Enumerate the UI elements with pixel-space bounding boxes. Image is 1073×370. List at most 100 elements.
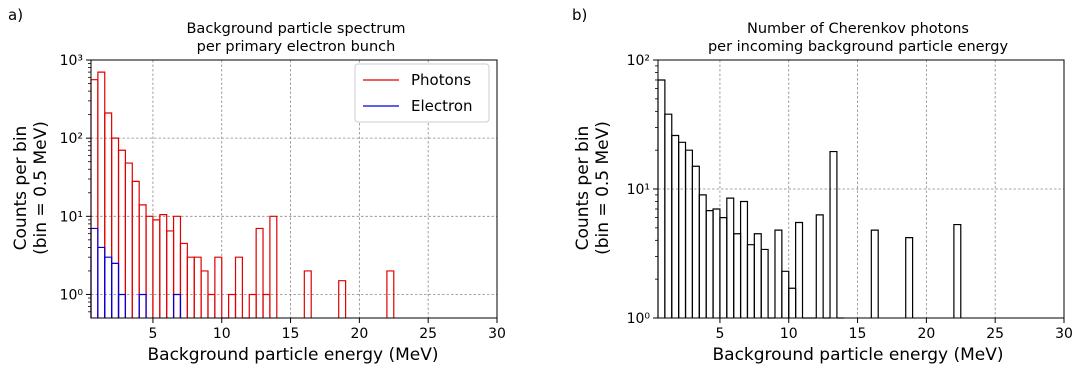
histogram-series xyxy=(90,71,395,319)
legend-label-electron: Electron xyxy=(411,97,473,115)
x-tick-label: 25 xyxy=(419,326,437,342)
histogram-bin xyxy=(338,280,347,318)
plot-frame xyxy=(90,59,498,319)
y-axis-label-line-1: Counts per bin xyxy=(573,126,593,251)
histogram-bin xyxy=(698,194,707,318)
chart-title-line-2: per primary electron bunch xyxy=(197,39,396,55)
histogram-bin xyxy=(97,246,106,318)
histogram-bin xyxy=(111,137,120,318)
histogram-bin xyxy=(214,256,223,318)
histogram-bin xyxy=(172,293,182,318)
y-axis-label-line-1: Counts per bin xyxy=(11,126,31,251)
x-tick-label: 5 xyxy=(715,326,724,342)
histogram-bin xyxy=(733,233,742,318)
histogram-bin xyxy=(104,256,113,318)
histogram-bin xyxy=(255,227,264,318)
histogram-bin xyxy=(152,219,161,318)
histogram-bin xyxy=(193,256,202,318)
chart-title-line-1: Background particle spectrum xyxy=(186,21,405,37)
histogram-bin xyxy=(97,71,106,318)
y-axis-ticks: 10⁰ 10¹ 10² xyxy=(627,53,658,327)
histogram-bin xyxy=(664,113,673,318)
y-tick-label: 10¹ xyxy=(60,209,83,225)
histogram-bin xyxy=(117,293,127,318)
histogram-bin xyxy=(90,79,99,318)
histogram-bin xyxy=(186,256,195,318)
histogram-bin xyxy=(705,210,714,318)
histogram-bin xyxy=(117,149,127,318)
histogram-bin xyxy=(678,141,687,318)
histogram-bin xyxy=(207,293,216,318)
x-tick-label: 20 xyxy=(350,326,368,342)
histogram-bin xyxy=(726,197,735,318)
histogram-series xyxy=(657,79,962,319)
y-axis-label-line-2: (bin = 0.5 MeV) xyxy=(31,121,51,255)
x-tick-label: 30 xyxy=(488,326,506,342)
histogram-bin xyxy=(781,270,790,318)
y-tick-label: 10² xyxy=(60,131,83,147)
histogram-bin xyxy=(829,150,838,318)
histogram-bin xyxy=(953,223,962,318)
histogram-bin xyxy=(138,204,147,318)
x-axis-label: Background particle energy (MeV) xyxy=(712,345,1003,365)
histogram-bin xyxy=(684,149,694,318)
histogram-bin xyxy=(90,227,99,318)
y-axis-ticks: 10⁰ 10¹ 10² 10³ xyxy=(60,53,91,313)
legend-label-photons: Photons xyxy=(411,71,471,89)
y-axis-label-line-2: (bin = 0.5 MeV) xyxy=(593,121,613,255)
histogram-bin xyxy=(739,200,749,318)
histogram-bin xyxy=(104,112,113,318)
x-tick-label: 25 xyxy=(986,326,1004,342)
chart-title-line-1: Number of Cherenkov photons xyxy=(747,21,969,37)
histogram-bin xyxy=(166,230,175,318)
histogram-bin xyxy=(131,180,140,318)
y-tick-label: 10³ xyxy=(60,53,83,69)
histogram-bin xyxy=(657,79,666,318)
histogram-bin xyxy=(228,293,237,318)
histogram-bin xyxy=(712,208,721,318)
histogram-bin xyxy=(303,270,312,318)
histogram-bin xyxy=(262,293,271,318)
histogram-bin xyxy=(159,214,168,318)
histogram-bin xyxy=(774,229,783,318)
histogram-bin xyxy=(145,215,154,318)
histogram-bin xyxy=(746,244,755,318)
histogram-bin xyxy=(234,256,243,318)
x-axis-ticks: 5 10 15 20 25 30 xyxy=(715,318,1073,342)
panel-a-chart: a) Background particle spectrum per prim… xyxy=(8,6,506,365)
histogram-bin xyxy=(269,215,278,318)
x-tick-label: 10 xyxy=(213,326,231,342)
chart-title-line-2: per incoming background particle energy xyxy=(708,39,1009,55)
x-tick-label: 30 xyxy=(1055,326,1073,342)
histogram-bin xyxy=(753,233,762,318)
histogram-bin xyxy=(788,287,797,318)
x-tick-label: 5 xyxy=(148,326,157,342)
histogram-bin xyxy=(671,134,680,318)
x-tick-label: 10 xyxy=(780,326,798,342)
histogram-bin xyxy=(795,221,804,318)
histogram-bin xyxy=(111,262,120,318)
grid-lines xyxy=(658,60,1064,318)
panel-b-chart: b) Number of Cherenkov photons per incom… xyxy=(572,6,1073,365)
histogram-bin xyxy=(138,293,147,318)
x-tick-label: 20 xyxy=(917,326,935,342)
x-axis-ticks: 5 10 15 20 25 30 xyxy=(148,318,506,342)
legend: Photons Electron xyxy=(354,63,490,123)
y-tick-label: 10⁰ xyxy=(60,287,84,303)
histogram-bin xyxy=(905,237,914,318)
histogram-bin xyxy=(386,270,395,318)
y-tick-label: 10⁰ xyxy=(627,311,651,327)
x-tick-label: 15 xyxy=(282,326,300,342)
x-tick-label: 15 xyxy=(849,326,867,342)
y-tick-label: 10² xyxy=(627,53,650,69)
histogram-bin xyxy=(172,215,182,318)
x-axis-label: Background particle energy (MeV) xyxy=(147,345,438,365)
histogram-bin xyxy=(179,242,188,318)
histogram-bin xyxy=(248,293,257,318)
histogram-bin xyxy=(870,229,879,318)
panel-label: a) xyxy=(8,6,23,24)
histogram-bin xyxy=(760,248,769,318)
panel-label: b) xyxy=(572,6,587,24)
histogram-bin xyxy=(815,214,824,318)
